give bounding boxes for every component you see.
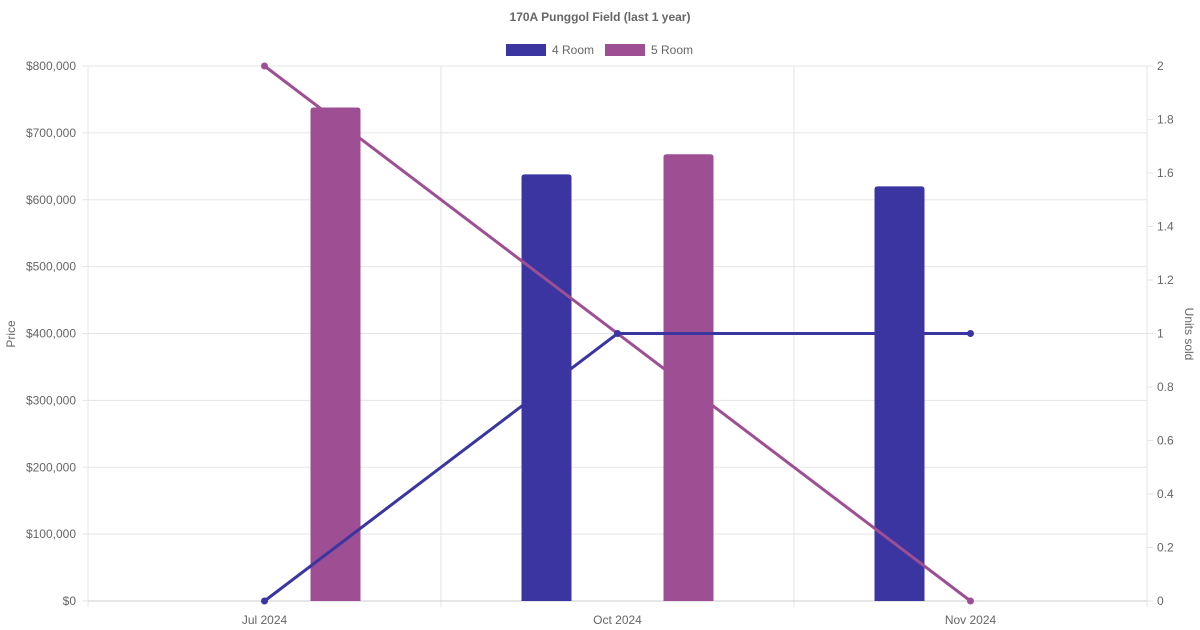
bar-4-room[interactable]	[874, 186, 925, 601]
right-tick-label: 1	[1157, 327, 1164, 341]
left-tick-label: $400,000	[26, 327, 76, 341]
left-axis-title: Price	[4, 320, 18, 348]
right-tick-label: 0.2	[1157, 541, 1174, 555]
left-tick-label: $600,000	[26, 193, 76, 207]
legend: 4 Room 5 Room	[506, 43, 693, 57]
x-axis: Jul 2024 Oct 2024 Nov 2024	[242, 613, 997, 627]
right-tick-label: 0.8	[1157, 380, 1174, 394]
legend-item-5-room[interactable]: 5 Room	[605, 43, 693, 57]
left-tick-label: $100,000	[26, 527, 76, 541]
legend-label-4-room: 4 Room	[552, 43, 594, 57]
chart-title: 170A Punggol Field (last 1 year)	[510, 10, 691, 24]
point-4-room[interactable]	[261, 597, 268, 605]
point-5-room[interactable]	[967, 597, 974, 605]
left-tick-label: $800,000	[26, 59, 76, 73]
right-tick-label: 0.6	[1157, 434, 1174, 448]
legend-swatch-5-room	[605, 44, 645, 56]
x-tick-label: Nov 2024	[945, 613, 997, 627]
bars	[310, 107, 925, 602]
x-tick-label: Oct 2024	[593, 613, 642, 627]
right-axis: 0 0.2 0.4 0.6 0.8 1 1.2 1.4 1.6 1.8 2	[1157, 59, 1174, 608]
right-tick-label: 1.8	[1157, 113, 1174, 127]
right-tick-label: 0.4	[1157, 487, 1174, 501]
x-tick-label: Jul 2024	[242, 613, 288, 627]
point-4-room[interactable]	[967, 330, 974, 337]
right-tick-label: 1.2	[1157, 273, 1174, 287]
legend-swatch-4-room	[506, 44, 546, 56]
legend-label-5-room: 5 Room	[651, 43, 693, 57]
point-4-room[interactable]	[614, 330, 621, 337]
left-axis: $0 $100,000 $200,000 $300,000 $400,000 $…	[26, 59, 76, 608]
left-tick-label: $300,000	[26, 393, 76, 407]
points	[261, 62, 974, 605]
right-tick-label: 1.4	[1157, 220, 1174, 234]
right-axis-title: Units sold	[1182, 308, 1196, 361]
point-5-room[interactable]	[261, 62, 268, 70]
left-tick-label: $500,000	[26, 260, 76, 274]
right-tick-label: 2	[1157, 59, 1164, 73]
right-tick-label: 0	[1157, 594, 1164, 608]
right-tick-label: 1.6	[1157, 166, 1174, 180]
left-tick-label: $0	[63, 594, 77, 608]
bar-5-room[interactable]	[663, 154, 714, 601]
legend-item-4-room[interactable]: 4 Room	[506, 43, 594, 57]
left-tick-label: $700,000	[26, 126, 76, 140]
left-tick-label: $200,000	[26, 460, 76, 474]
bar-5-room[interactable]	[310, 107, 361, 602]
